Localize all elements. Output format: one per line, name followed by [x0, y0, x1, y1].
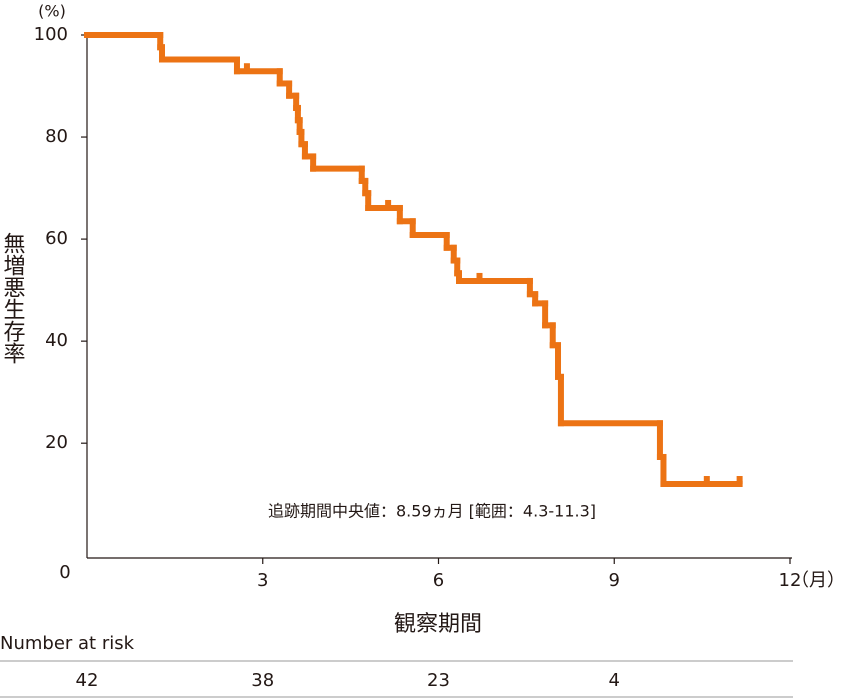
- y-unit: (%): [38, 2, 66, 21]
- y-tick-label: 80: [45, 126, 68, 147]
- risk-title: Number at risk: [0, 633, 135, 654]
- y-axis-label: 無増悪生存率: [0, 232, 26, 364]
- x-tick-label: 9: [609, 570, 620, 591]
- risk-value: 42: [76, 670, 99, 691]
- risk-value: 23: [427, 670, 450, 691]
- annotation: 追跡期間中央値：8.59ヵ月 [範囲：4.3-11.3]: [268, 502, 596, 521]
- x-tick-label: 3: [257, 570, 268, 591]
- x-tick-label: 12: [779, 570, 802, 591]
- x-axis-label: 観察期間: [394, 612, 482, 637]
- risk-value: 4: [609, 670, 620, 691]
- risk-value: 38: [251, 670, 274, 691]
- x-tick-label: 0: [59, 562, 70, 583]
- x-unit: （月）: [791, 570, 845, 591]
- y-tick-label: 40: [45, 330, 68, 351]
- x-tick-label: 6: [433, 570, 444, 591]
- y-tick-label: 20: [45, 432, 68, 453]
- y-tick-label: 60: [45, 228, 68, 249]
- y-tick-label: 100: [34, 24, 68, 45]
